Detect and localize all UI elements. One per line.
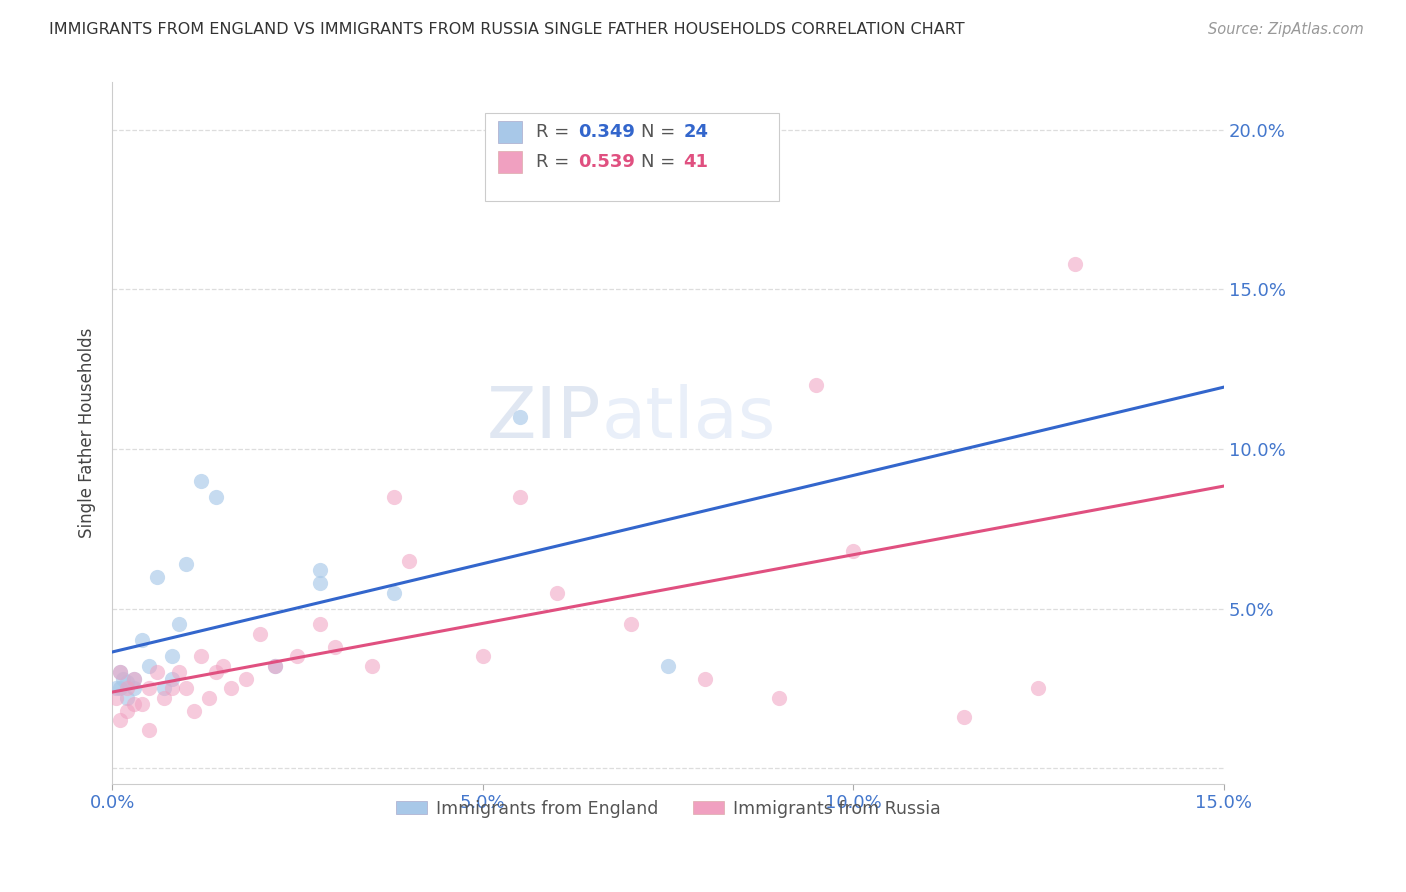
Point bbox=[212, 659, 235, 673]
Point bbox=[235, 672, 257, 686]
Point bbox=[190, 474, 212, 488]
Point bbox=[509, 410, 531, 425]
Point bbox=[112, 672, 135, 686]
Text: Source: ZipAtlas.com: Source: ZipAtlas.com bbox=[1208, 22, 1364, 37]
Point bbox=[382, 585, 405, 599]
Point bbox=[471, 649, 494, 664]
Point bbox=[104, 690, 127, 705]
Point bbox=[323, 640, 346, 654]
Point bbox=[620, 617, 643, 632]
Point bbox=[219, 681, 242, 696]
Point bbox=[145, 665, 167, 680]
Point bbox=[131, 633, 153, 648]
Legend: Immigrants from England, Immigrants from Russia: Immigrants from England, Immigrants from… bbox=[388, 793, 948, 824]
Point bbox=[308, 617, 330, 632]
Point bbox=[205, 490, 228, 504]
Point bbox=[108, 681, 131, 696]
Point bbox=[176, 681, 198, 696]
Point bbox=[108, 665, 131, 680]
Point bbox=[953, 710, 976, 724]
Point bbox=[160, 649, 183, 664]
Point bbox=[287, 649, 309, 664]
Point bbox=[153, 690, 176, 705]
Point bbox=[804, 378, 827, 392]
Point bbox=[546, 585, 568, 599]
Point bbox=[1028, 681, 1050, 696]
Point bbox=[509, 490, 531, 504]
Point bbox=[249, 627, 271, 641]
Text: 0.539: 0.539 bbox=[578, 153, 636, 171]
Point bbox=[308, 576, 330, 591]
Point bbox=[183, 704, 205, 718]
Point bbox=[160, 672, 183, 686]
Point bbox=[108, 713, 131, 727]
Text: atlas: atlas bbox=[602, 384, 776, 453]
Point bbox=[657, 659, 679, 673]
Point bbox=[382, 490, 405, 504]
Point bbox=[190, 649, 212, 664]
Point bbox=[167, 665, 190, 680]
FancyBboxPatch shape bbox=[498, 151, 523, 173]
Point bbox=[264, 659, 287, 673]
Point bbox=[138, 659, 160, 673]
Point bbox=[160, 681, 183, 696]
Point bbox=[104, 681, 127, 696]
Point bbox=[145, 569, 167, 583]
Point bbox=[360, 659, 382, 673]
Text: R =: R = bbox=[536, 123, 575, 141]
Text: ZIP: ZIP bbox=[486, 384, 602, 453]
Point bbox=[167, 617, 190, 632]
FancyBboxPatch shape bbox=[498, 120, 523, 143]
Point bbox=[176, 557, 198, 571]
Point bbox=[768, 690, 790, 705]
Point bbox=[138, 723, 160, 737]
Point bbox=[124, 672, 146, 686]
Text: 24: 24 bbox=[683, 123, 709, 141]
Point bbox=[153, 681, 176, 696]
Point bbox=[115, 704, 138, 718]
Text: R =: R = bbox=[536, 153, 575, 171]
Text: N =: N = bbox=[641, 153, 682, 171]
Point bbox=[693, 672, 716, 686]
Point bbox=[197, 690, 219, 705]
Text: N =: N = bbox=[641, 123, 682, 141]
Point bbox=[124, 681, 146, 696]
Point bbox=[398, 554, 420, 568]
Point bbox=[842, 544, 865, 558]
Y-axis label: Single Father Households: Single Father Households bbox=[79, 327, 96, 538]
Point bbox=[1064, 257, 1087, 271]
Point bbox=[131, 698, 153, 712]
Text: 0.349: 0.349 bbox=[578, 123, 636, 141]
Point bbox=[205, 665, 228, 680]
Point bbox=[264, 659, 287, 673]
Point bbox=[115, 690, 138, 705]
Point bbox=[115, 681, 138, 696]
Point bbox=[124, 698, 146, 712]
Point bbox=[308, 563, 330, 577]
Point bbox=[108, 665, 131, 680]
Text: IMMIGRANTS FROM ENGLAND VS IMMIGRANTS FROM RUSSIA SINGLE FATHER HOUSEHOLDS CORRE: IMMIGRANTS FROM ENGLAND VS IMMIGRANTS FR… bbox=[49, 22, 965, 37]
Text: 41: 41 bbox=[683, 153, 709, 171]
Point bbox=[124, 672, 146, 686]
FancyBboxPatch shape bbox=[485, 113, 779, 202]
Point bbox=[115, 675, 138, 690]
Point bbox=[138, 681, 160, 696]
